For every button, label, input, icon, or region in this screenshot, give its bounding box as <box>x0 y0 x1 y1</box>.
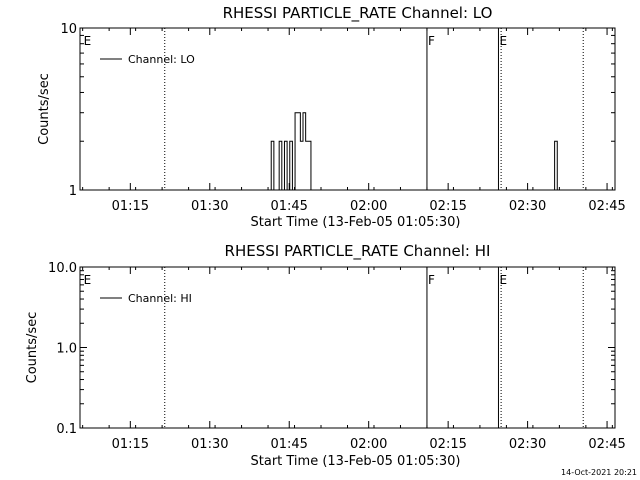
x-tick-label: 02:45 <box>588 199 625 214</box>
x-tick-label: 01:30 <box>191 437 228 452</box>
event-marker-label: E <box>499 34 507 48</box>
chart-panel-0: RHESSI PARTICLE_RATE Channel: LO 01:15 01:… <box>37 4 626 230</box>
x-tick-label: 01:15 <box>112 199 149 214</box>
x-tick-label: 02:00 <box>350 199 387 214</box>
x-tick-label: 01:15 <box>112 437 149 452</box>
chart-title-0: RHESSI PARTICLE_RATE Channel: LO <box>223 4 493 23</box>
x-axis-label-1: Start Time (13-Feb-05 01:05:30) <box>251 454 461 469</box>
x-tick-label: 01:45 <box>270 199 307 214</box>
y-axis-label-0: Counts/sec <box>37 73 52 145</box>
legend-label-1: Channel: HI <box>128 292 192 305</box>
x-tick-label: 02:15 <box>429 437 466 452</box>
y-tick-label: 10 <box>60 22 77 37</box>
legend-label-0: Channel: LO <box>128 53 195 66</box>
chart-title-1: RHESSI PARTICLE_RATE Channel: HI <box>225 242 491 261</box>
footer-timestamp: 14-Oct-2021 20:21 <box>561 468 637 477</box>
event-marker-label: E <box>84 34 92 48</box>
x-axis-label-0: Start Time (13-Feb-05 01:05:30) <box>251 215 461 230</box>
series-line-0-0 <box>269 112 560 191</box>
event-marker-label: F <box>428 34 435 48</box>
event-marker-label: E <box>499 273 507 287</box>
event-marker-label: E <box>84 273 92 287</box>
y-tick-label: 10.0 <box>48 261 77 276</box>
chart-panel-1: RHESSI PARTICLE_RATE Channel: HI 01:15 01:… <box>25 242 626 469</box>
x-tick-label: 01:30 <box>191 199 228 214</box>
y-tick-label: 1.0 <box>56 342 77 357</box>
x-tick-label: 02:00 <box>350 437 387 452</box>
x-tick-label: 02:45 <box>588 437 625 452</box>
y-tick-label: 1 <box>69 184 77 199</box>
x-tick-label: 02:30 <box>509 437 546 452</box>
event-marker-label: F <box>428 273 435 287</box>
y-tick-label: 0.1 <box>56 422 77 437</box>
y-axis-label-1: Counts/sec <box>25 312 40 384</box>
x-tick-label: 02:15 <box>429 199 466 214</box>
x-tick-label: 01:45 <box>270 437 307 452</box>
x-tick-label: 02:30 <box>509 199 546 214</box>
